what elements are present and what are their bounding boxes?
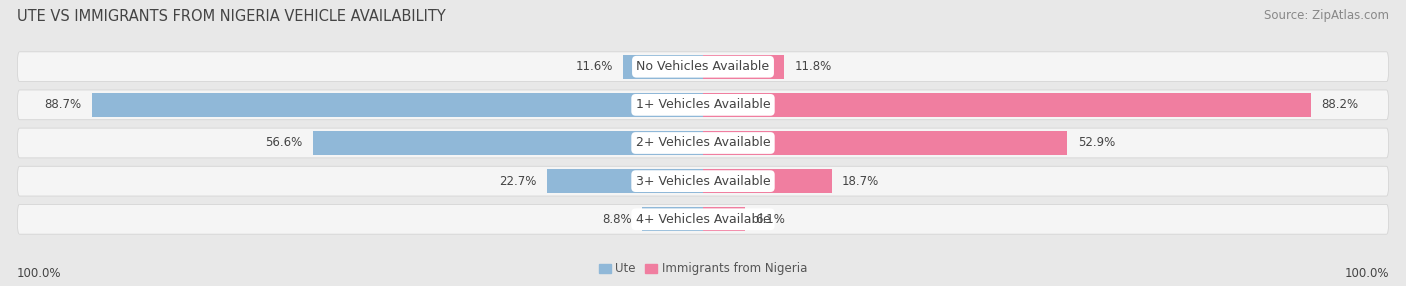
Text: 22.7%: 22.7% — [499, 175, 536, 188]
Bar — [703, 207, 745, 231]
Text: 88.2%: 88.2% — [1322, 98, 1358, 111]
Text: 3+ Vehicles Available: 3+ Vehicles Available — [636, 175, 770, 188]
FancyBboxPatch shape — [17, 90, 1389, 120]
Text: Source: ZipAtlas.com: Source: ZipAtlas.com — [1264, 9, 1389, 21]
Text: 4+ Vehicles Available: 4+ Vehicles Available — [636, 213, 770, 226]
Bar — [547, 169, 703, 193]
Bar — [91, 93, 703, 117]
Text: 11.8%: 11.8% — [794, 60, 832, 73]
Bar — [703, 93, 1310, 117]
Text: 2+ Vehicles Available: 2+ Vehicles Available — [636, 136, 770, 150]
Text: No Vehicles Available: No Vehicles Available — [637, 60, 769, 73]
Text: 100.0%: 100.0% — [17, 267, 62, 280]
Text: 88.7%: 88.7% — [45, 98, 82, 111]
Bar — [643, 207, 703, 231]
FancyBboxPatch shape — [17, 52, 1389, 82]
Text: 18.7%: 18.7% — [842, 175, 879, 188]
Text: 8.8%: 8.8% — [602, 213, 633, 226]
Text: 56.6%: 56.6% — [266, 136, 302, 150]
FancyBboxPatch shape — [17, 166, 1389, 196]
Bar — [703, 55, 785, 79]
Text: 1+ Vehicles Available: 1+ Vehicles Available — [636, 98, 770, 111]
Text: 11.6%: 11.6% — [575, 60, 613, 73]
Bar — [623, 55, 703, 79]
Legend: Ute, Immigrants from Nigeria: Ute, Immigrants from Nigeria — [595, 258, 811, 280]
Text: UTE VS IMMIGRANTS FROM NIGERIA VEHICLE AVAILABILITY: UTE VS IMMIGRANTS FROM NIGERIA VEHICLE A… — [17, 9, 446, 23]
Text: 6.1%: 6.1% — [755, 213, 785, 226]
FancyBboxPatch shape — [17, 128, 1389, 158]
FancyBboxPatch shape — [17, 204, 1389, 234]
Text: 100.0%: 100.0% — [1344, 267, 1389, 280]
Bar — [314, 131, 703, 155]
Bar — [703, 169, 832, 193]
Bar — [703, 131, 1067, 155]
Text: 52.9%: 52.9% — [1078, 136, 1115, 150]
